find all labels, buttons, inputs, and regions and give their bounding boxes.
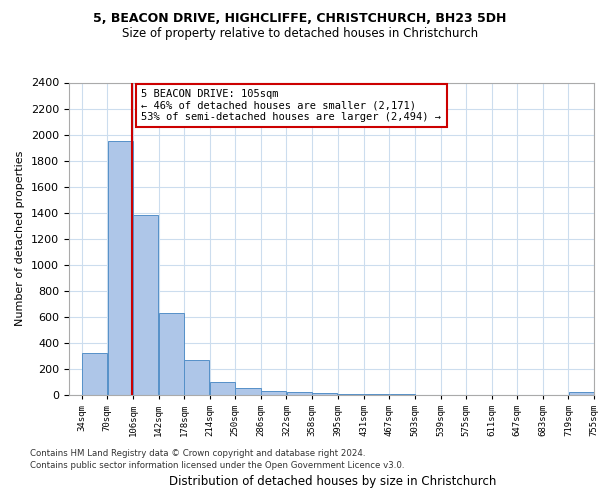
Text: Contains HM Land Registry data © Crown copyright and database right 2024.: Contains HM Land Registry data © Crown c…	[30, 448, 365, 458]
Bar	[569, 392, 594, 395]
Bar	[133, 216, 158, 395]
Bar	[158, 313, 184, 395]
Y-axis label: Number of detached properties: Number of detached properties	[16, 151, 25, 326]
Bar	[235, 388, 260, 395]
Bar	[107, 141, 133, 395]
Bar	[312, 394, 337, 395]
Bar	[364, 394, 389, 395]
Bar	[389, 394, 415, 395]
Text: Distribution of detached houses by size in Christchurch: Distribution of detached houses by size …	[169, 474, 497, 488]
Text: Size of property relative to detached houses in Christchurch: Size of property relative to detached ho…	[122, 28, 478, 40]
Bar	[287, 392, 312, 395]
Text: 5, BEACON DRIVE, HIGHCLIFFE, CHRISTCHURCH, BH23 5DH: 5, BEACON DRIVE, HIGHCLIFFE, CHRISTCHURC…	[94, 12, 506, 26]
Bar	[184, 360, 209, 395]
Text: Contains public sector information licensed under the Open Government Licence v3: Contains public sector information licen…	[30, 461, 404, 470]
Bar	[210, 382, 235, 395]
Bar	[261, 391, 286, 395]
Text: 5 BEACON DRIVE: 105sqm
← 46% of detached houses are smaller (2,171)
53% of semi-: 5 BEACON DRIVE: 105sqm ← 46% of detached…	[142, 89, 442, 122]
Bar	[82, 354, 107, 395]
Bar	[338, 394, 364, 395]
